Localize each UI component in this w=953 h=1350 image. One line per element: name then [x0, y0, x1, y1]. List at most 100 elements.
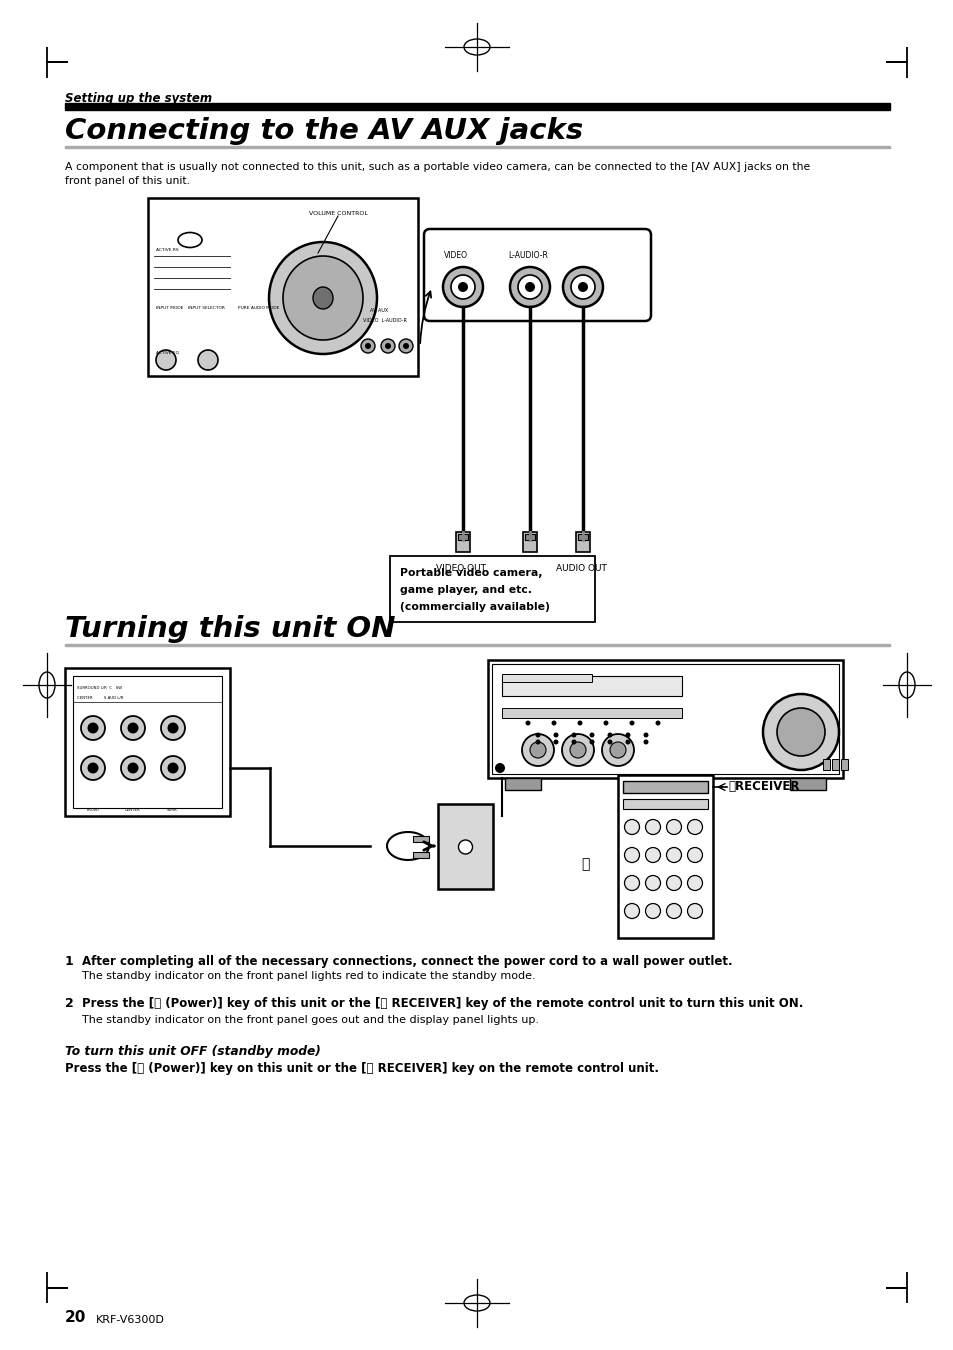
Text: AUDIO OUT: AUDIO OUT: [555, 564, 606, 572]
Circle shape: [687, 876, 701, 891]
Bar: [65, 103, 889, 109]
Circle shape: [666, 876, 680, 891]
Circle shape: [643, 733, 648, 737]
Text: AV AUX: AV AUX: [370, 308, 388, 313]
Bar: [522, 532, 537, 552]
Circle shape: [607, 740, 612, 744]
Circle shape: [603, 721, 608, 725]
Bar: [413, 852, 429, 857]
Text: The standby indicator on the front panel lights red to indicate the standby mode: The standby indicator on the front panel…: [82, 971, 535, 981]
Text: ACTIVE RS: ACTIVE RS: [156, 248, 178, 252]
Text: INPUT MODE: INPUT MODE: [156, 306, 183, 310]
Bar: [492, 664, 838, 774]
Circle shape: [380, 339, 395, 352]
Text: ⏻: ⏻: [580, 857, 589, 871]
Circle shape: [121, 716, 145, 740]
Text: PURE AUDIO MODE: PURE AUDIO MODE: [237, 306, 279, 310]
Circle shape: [168, 722, 178, 733]
Text: SURR.: SURR.: [167, 809, 178, 811]
Circle shape: [645, 819, 659, 834]
Ellipse shape: [178, 232, 202, 247]
Circle shape: [553, 740, 558, 744]
Circle shape: [360, 339, 375, 352]
Circle shape: [625, 733, 630, 737]
Bar: [456, 532, 470, 552]
Bar: [65, 146, 889, 148]
Circle shape: [510, 267, 550, 306]
Text: Portable video camera,: Portable video camera,: [399, 568, 542, 578]
Bar: [148, 198, 417, 377]
Bar: [789, 778, 825, 790]
Bar: [504, 778, 540, 790]
Text: ACTIVE EQ: ACTIVE EQ: [156, 350, 179, 354]
Circle shape: [81, 716, 105, 740]
Text: Press the [⏻ (Power)] key of this unit or the [⏻ RECEIVER] key of the remote con: Press the [⏻ (Power)] key of this unit o…: [82, 998, 802, 1010]
Circle shape: [525, 721, 530, 725]
Bar: [622, 782, 707, 792]
Circle shape: [624, 819, 639, 834]
Text: Connecting to the AV AUX jacks: Connecting to the AV AUX jacks: [65, 117, 582, 144]
Text: (commercially available): (commercially available): [399, 602, 549, 612]
Text: CENTER         S-AUD L/R: CENTER S-AUD L/R: [77, 697, 123, 701]
Bar: [622, 799, 707, 809]
Circle shape: [524, 282, 535, 292]
Circle shape: [571, 275, 595, 298]
Circle shape: [645, 876, 659, 891]
Circle shape: [687, 848, 701, 863]
Circle shape: [601, 734, 634, 765]
Circle shape: [198, 350, 218, 370]
Circle shape: [762, 694, 838, 769]
Circle shape: [562, 267, 602, 306]
Circle shape: [577, 721, 582, 725]
Text: 1: 1: [65, 954, 73, 968]
Circle shape: [561, 734, 594, 765]
Circle shape: [776, 707, 824, 756]
Circle shape: [666, 819, 680, 834]
Bar: [831, 759, 838, 769]
Bar: [501, 707, 681, 718]
Circle shape: [571, 740, 576, 744]
Circle shape: [521, 734, 554, 765]
Circle shape: [571, 733, 576, 737]
Bar: [457, 535, 468, 540]
Circle shape: [666, 848, 680, 863]
Text: VIDEO: VIDEO: [443, 251, 468, 261]
Ellipse shape: [269, 242, 376, 354]
Text: CENTER: CENTER: [125, 809, 141, 811]
Text: Setting up the system: Setting up the system: [65, 92, 212, 105]
Text: INPUT SELECTOR: INPUT SELECTOR: [188, 306, 225, 310]
Text: game player, and etc.: game player, and etc.: [399, 585, 532, 595]
Circle shape: [553, 733, 558, 737]
Bar: [73, 676, 222, 809]
Text: The standby indicator on the front panel goes out and the display panel lights u: The standby indicator on the front panel…: [82, 1015, 538, 1025]
Circle shape: [655, 721, 659, 725]
Circle shape: [121, 756, 145, 780]
Circle shape: [81, 756, 105, 780]
Bar: [578, 535, 587, 540]
Bar: [413, 836, 429, 841]
Text: After completing all of the necessary connections, connect the power cord to a w: After completing all of the necessary co…: [82, 954, 732, 968]
Bar: [576, 532, 589, 552]
Circle shape: [645, 848, 659, 863]
Circle shape: [687, 819, 701, 834]
Bar: [65, 644, 889, 647]
Bar: [501, 676, 681, 697]
Circle shape: [128, 763, 138, 774]
Circle shape: [458, 840, 472, 855]
Circle shape: [161, 716, 185, 740]
Circle shape: [643, 740, 648, 744]
Circle shape: [161, 756, 185, 780]
Circle shape: [517, 275, 541, 298]
FancyBboxPatch shape: [423, 230, 650, 321]
Text: VIDEO OUT: VIDEO OUT: [436, 564, 485, 572]
Text: 2: 2: [65, 998, 73, 1010]
Circle shape: [398, 339, 413, 352]
Text: 20: 20: [65, 1310, 87, 1324]
Bar: [524, 535, 535, 540]
Circle shape: [495, 763, 504, 774]
Ellipse shape: [313, 288, 333, 309]
Circle shape: [624, 903, 639, 918]
Circle shape: [625, 740, 630, 744]
Circle shape: [442, 267, 482, 306]
Text: To turn this unit OFF (standby mode): To turn this unit OFF (standby mode): [65, 1045, 320, 1058]
